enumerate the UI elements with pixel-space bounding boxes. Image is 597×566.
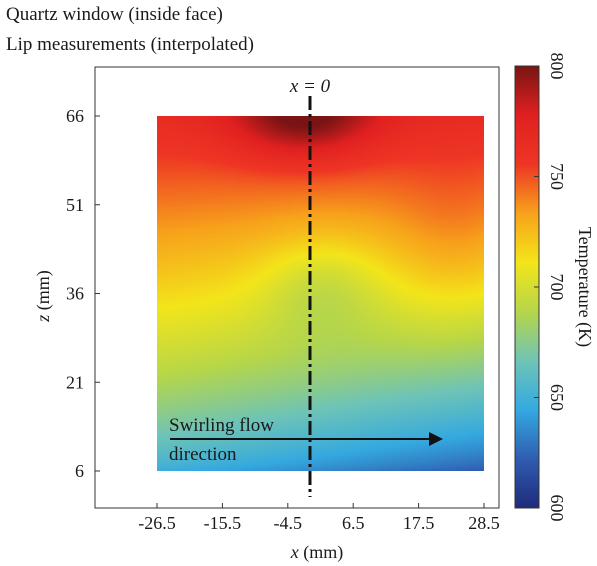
- x-tick-label: 17.5: [403, 513, 435, 533]
- heatmap-image: [157, 116, 484, 471]
- colorbar-tick-label: 650: [547, 384, 567, 411]
- y-axis-ticks: 66 51 36 21 6: [66, 106, 100, 481]
- colorbar-ticks: 800 750 700 650 600: [534, 53, 567, 522]
- flow-label-line-2: direction: [169, 444, 237, 465]
- x-axis-ticks: -26.5 -15.5 -4.5 6.5 17.5 28.5: [138, 503, 500, 533]
- x-tick-label: -4.5: [274, 513, 303, 533]
- y-tick-label: 6: [75, 461, 84, 481]
- colorbar-tick-label: 750: [547, 163, 567, 190]
- y-tick-label: 66: [66, 106, 84, 126]
- y-tick-label: 51: [66, 195, 84, 215]
- figure-title-line-2: Lip measurements (interpolated): [6, 34, 254, 55]
- x-tick-label: -15.5: [204, 513, 242, 533]
- plot-frame: [94, 66, 500, 509]
- colorbar-tick-label: 700: [547, 274, 567, 301]
- x-axis-label: x (mm): [290, 542, 344, 563]
- x-tick-label: 28.5: [468, 513, 500, 533]
- flow-arrow-head: [429, 432, 443, 446]
- x-tick-label: -26.5: [138, 513, 176, 533]
- flow-label-line-1: Swirling flow: [169, 415, 274, 436]
- centerline-label: x = 0: [289, 76, 331, 97]
- colorbar-tick-label: 600: [547, 495, 567, 522]
- x-tick-label: 6.5: [342, 513, 365, 533]
- y-tick-label: 36: [66, 284, 84, 304]
- colorbar-tick-label: 800: [547, 53, 567, 80]
- y-axis-label: z (mm): [33, 270, 54, 323]
- figure-title-line-1: Quartz window (inside face): [6, 4, 223, 25]
- y-tick-label: 21: [66, 372, 84, 392]
- colorbar-label: Temperature (K): [574, 227, 595, 347]
